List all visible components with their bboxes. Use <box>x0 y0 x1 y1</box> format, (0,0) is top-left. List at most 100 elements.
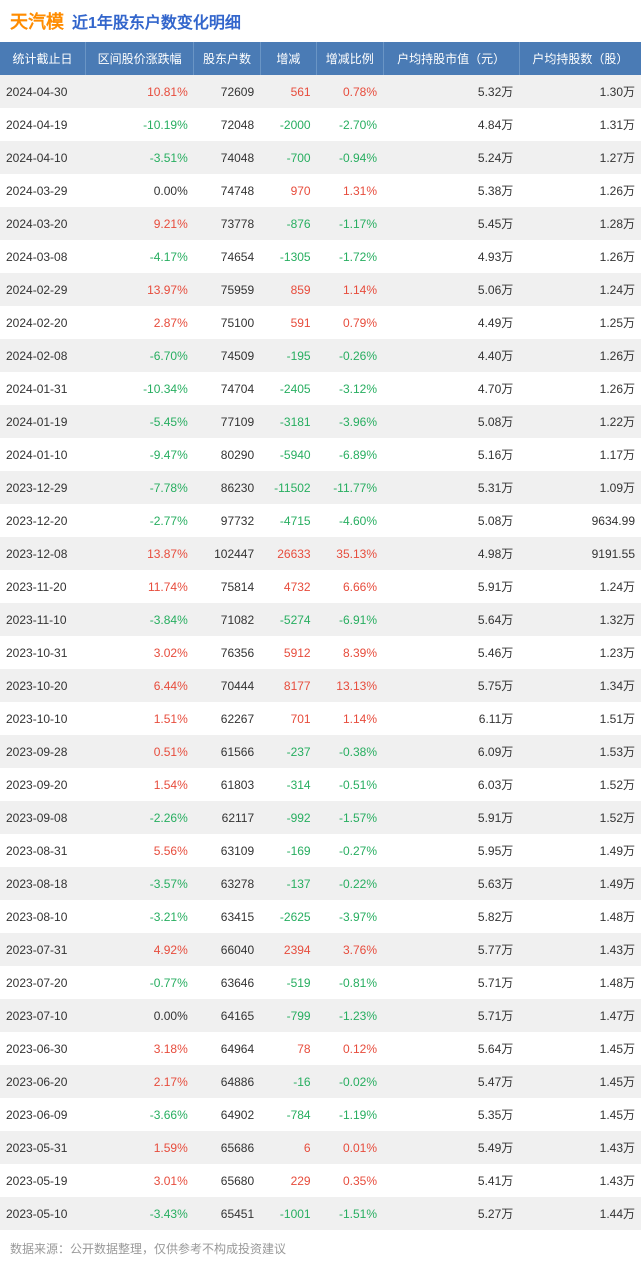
table-row: 2024-02-08-6.70%74509-195-0.26%4.40万1.26… <box>0 339 641 372</box>
cell-avg-shares: 1.27万 <box>519 141 641 174</box>
table-row: 2024-04-3010.81%726095610.78%5.32万1.30万 <box>0 75 641 108</box>
col-change-pct: 增减比例 <box>317 42 383 75</box>
cell-date: 2023-05-10 <box>0 1197 85 1230</box>
cell-date: 2024-03-29 <box>0 174 85 207</box>
cell-avg-value: 4.98万 <box>383 537 519 570</box>
cell-avg-shares: 1.28万 <box>519 207 641 240</box>
table-row: 2023-05-311.59%6568660.01%5.49万1.43万 <box>0 1131 641 1164</box>
cell-change-pct: -2.70% <box>317 108 383 141</box>
cell-change-pct: 3.76% <box>317 933 383 966</box>
cell-change: 8177 <box>260 669 316 702</box>
cell-change-pct: -1.51% <box>317 1197 383 1230</box>
cell-holders: 72048 <box>194 108 260 141</box>
cell-avg-shares: 1.51万 <box>519 702 641 735</box>
cell-avg-value: 5.71万 <box>383 999 519 1032</box>
cell-date: 2023-12-29 <box>0 471 85 504</box>
cell-holders: 76356 <box>194 636 260 669</box>
cell-change: -876 <box>260 207 316 240</box>
table-row: 2024-04-19-10.19%72048-2000-2.70%4.84万1.… <box>0 108 641 141</box>
cell-avg-value: 5.27万 <box>383 1197 519 1230</box>
cell-avg-shares: 1.26万 <box>519 372 641 405</box>
cell-avg-shares: 1.09万 <box>519 471 641 504</box>
cell-holders: 75100 <box>194 306 260 339</box>
cell-avg-shares: 1.52万 <box>519 768 641 801</box>
cell-date: 2023-09-28 <box>0 735 85 768</box>
cell-change-pct: 1.14% <box>317 702 383 735</box>
cell-avg-shares: 1.52万 <box>519 801 641 834</box>
cell-avg-value: 5.95万 <box>383 834 519 867</box>
table-row: 2024-04-10-3.51%74048-700-0.94%5.24万1.27… <box>0 141 641 174</box>
cell-avg-value: 6.03万 <box>383 768 519 801</box>
cell-price-change: -5.45% <box>85 405 193 438</box>
cell-date: 2023-08-10 <box>0 900 85 933</box>
table-row: 2023-12-0813.87%1024472663335.13%4.98万91… <box>0 537 641 570</box>
table-row: 2024-01-10-9.47%80290-5940-6.89%5.16万1.1… <box>0 438 641 471</box>
cell-price-change: 3.18% <box>85 1032 193 1065</box>
cell-change: -11502 <box>260 471 316 504</box>
cell-date: 2023-10-31 <box>0 636 85 669</box>
cell-avg-shares: 1.17万 <box>519 438 641 471</box>
cell-change-pct: -3.97% <box>317 900 383 933</box>
cell-date: 2024-01-10 <box>0 438 85 471</box>
cell-avg-shares: 1.47万 <box>519 999 641 1032</box>
cell-change-pct: -1.57% <box>317 801 383 834</box>
cell-change: -1001 <box>260 1197 316 1230</box>
cell-avg-shares: 1.24万 <box>519 570 641 603</box>
cell-avg-shares: 1.49万 <box>519 834 641 867</box>
cell-price-change: 11.74% <box>85 570 193 603</box>
cell-holders: 102447 <box>194 537 260 570</box>
cell-price-change: 13.87% <box>85 537 193 570</box>
cell-price-change: -4.17% <box>85 240 193 273</box>
cell-avg-shares: 1.30万 <box>519 75 641 108</box>
cell-holders: 97732 <box>194 504 260 537</box>
cell-change-pct: -0.02% <box>317 1065 383 1098</box>
cell-date: 2023-08-31 <box>0 834 85 867</box>
cell-date: 2024-04-10 <box>0 141 85 174</box>
cell-price-change: 1.51% <box>85 702 193 735</box>
cell-change-pct: -0.22% <box>317 867 383 900</box>
cell-holders: 74704 <box>194 372 260 405</box>
cell-holders: 80290 <box>194 438 260 471</box>
cell-avg-shares: 1.22万 <box>519 405 641 438</box>
cell-change-pct: 0.78% <box>317 75 383 108</box>
col-holders: 股东户数 <box>194 42 260 75</box>
cell-date: 2023-11-20 <box>0 570 85 603</box>
cell-holders: 75959 <box>194 273 260 306</box>
cell-avg-value: 6.09万 <box>383 735 519 768</box>
table-row: 2023-10-206.44%70444817713.13%5.75万1.34万 <box>0 669 641 702</box>
cell-change: 859 <box>260 273 316 306</box>
cell-holders: 64165 <box>194 999 260 1032</box>
cell-date: 2024-03-08 <box>0 240 85 273</box>
cell-change-pct: -6.91% <box>317 603 383 636</box>
cell-holders: 64964 <box>194 1032 260 1065</box>
cell-avg-shares: 1.43万 <box>519 933 641 966</box>
cell-change: 6 <box>260 1131 316 1164</box>
cell-change: -4715 <box>260 504 316 537</box>
cell-price-change: 3.01% <box>85 1164 193 1197</box>
cell-avg-value: 5.64万 <box>383 603 519 636</box>
table-row: 2023-08-18-3.57%63278-137-0.22%5.63万1.49… <box>0 867 641 900</box>
cell-change: -5940 <box>260 438 316 471</box>
cell-avg-shares: 1.45万 <box>519 1065 641 1098</box>
cell-avg-value: 4.84万 <box>383 108 519 141</box>
cell-change: 970 <box>260 174 316 207</box>
cell-holders: 61803 <box>194 768 260 801</box>
cell-avg-shares: 1.32万 <box>519 603 641 636</box>
cell-holders: 74048 <box>194 141 260 174</box>
cell-holders: 72609 <box>194 75 260 108</box>
cell-holders: 71082 <box>194 603 260 636</box>
cell-change: 26633 <box>260 537 316 570</box>
table-row: 2023-09-201.54%61803-314-0.51%6.03万1.52万 <box>0 768 641 801</box>
cell-avg-value: 5.45万 <box>383 207 519 240</box>
cell-avg-shares: 1.26万 <box>519 174 641 207</box>
cell-change: -992 <box>260 801 316 834</box>
cell-holders: 61566 <box>194 735 260 768</box>
cell-avg-value: 5.91万 <box>383 801 519 834</box>
col-date: 统计截止日 <box>0 42 85 75</box>
cell-price-change: 10.81% <box>85 75 193 108</box>
cell-date: 2024-01-19 <box>0 405 85 438</box>
table-row: 2023-12-29-7.78%86230-11502-11.77%5.31万1… <box>0 471 641 504</box>
cell-change-pct: -3.12% <box>317 372 383 405</box>
cell-price-change: -10.19% <box>85 108 193 141</box>
table-row: 2023-08-315.56%63109-169-0.27%5.95万1.49万 <box>0 834 641 867</box>
